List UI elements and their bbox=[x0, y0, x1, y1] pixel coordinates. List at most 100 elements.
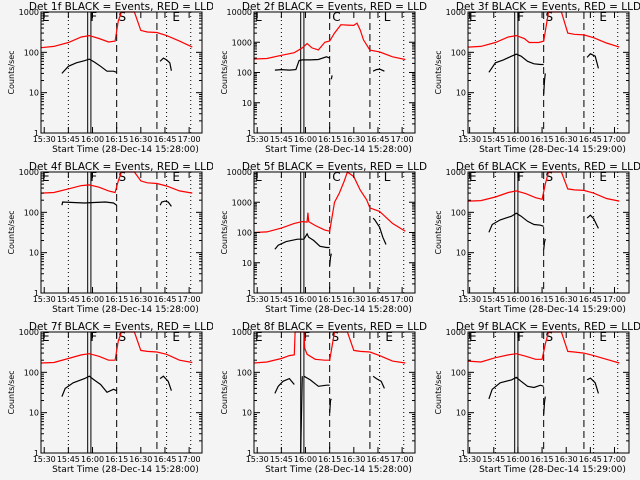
x-tick-label: 15:45 bbox=[57, 295, 80, 304]
x-tick-label: 16:30 bbox=[554, 295, 577, 304]
marker-label: L bbox=[384, 170, 391, 184]
x-tick-label: 17:00 bbox=[391, 455, 414, 464]
y-tick-label: 1000 bbox=[232, 328, 252, 337]
marker-label: S bbox=[332, 330, 340, 344]
y-tick-label: 1 bbox=[461, 289, 466, 298]
series-events bbox=[373, 68, 385, 72]
y-tick-label: 1 bbox=[247, 129, 252, 138]
marker-label: E bbox=[172, 10, 180, 24]
series-events bbox=[488, 53, 544, 73]
y-tick-label: 100 bbox=[237, 69, 252, 78]
series-events bbox=[329, 253, 333, 266]
series-events bbox=[372, 217, 387, 245]
x-axis-label: Start Time (28-Dec-14 15:29:00) bbox=[479, 305, 626, 315]
marker-label: L bbox=[384, 10, 391, 24]
y-tick-label: 1 bbox=[461, 129, 466, 138]
panel-title: Det 1f BLACK = Events, RED = LLD bbox=[29, 1, 213, 13]
series-events bbox=[159, 375, 172, 391]
y-axis-label: Counts/sec bbox=[220, 370, 229, 414]
series-events bbox=[159, 57, 172, 71]
series-events bbox=[373, 375, 386, 389]
marker-label: L bbox=[255, 170, 262, 184]
series-events bbox=[586, 53, 599, 69]
x-tick-label: 15:45 bbox=[57, 455, 80, 464]
marker-label: F bbox=[517, 10, 524, 24]
panel-title: Det 5f BLACK = Events, RED = LLD bbox=[242, 161, 426, 173]
y-axis-label: Counts/sec bbox=[434, 210, 443, 254]
x-tick-label: 15:30 bbox=[33, 295, 56, 304]
y-tick-label: 10 bbox=[455, 89, 465, 98]
y-tick-label: 10 bbox=[29, 249, 39, 258]
marker-label: F bbox=[304, 330, 311, 344]
y-tick-label: 10 bbox=[29, 89, 39, 98]
x-tick-label: 16:00 bbox=[81, 455, 104, 464]
marker-label: F bbox=[517, 170, 524, 184]
y-tick-label: 100 bbox=[24, 208, 39, 217]
x-tick-label: 17:00 bbox=[178, 295, 201, 304]
series-events bbox=[274, 377, 296, 394]
panel-title: Det 8f BLACK = Events, RED = LLD bbox=[242, 321, 426, 333]
plot-frame bbox=[253, 331, 416, 454]
marker-label: E bbox=[469, 170, 477, 184]
panel-title: Det 7f BLACK = Events, RED = LLD bbox=[29, 321, 213, 333]
x-tick-label: 17:00 bbox=[178, 455, 201, 464]
series-events bbox=[331, 75, 334, 80]
y-tick-label: 100 bbox=[237, 368, 252, 377]
y-tick-label: 10000 bbox=[227, 168, 252, 177]
y-tick-label: 1 bbox=[461, 449, 466, 458]
y-tick-label: 100 bbox=[237, 229, 252, 238]
x-axis-label: Start Time (28-Dec-14 15:29:00) bbox=[479, 465, 626, 475]
plot-frame bbox=[467, 171, 630, 294]
series-lld bbox=[254, 331, 406, 364]
panel-title: Det 4f BLACK = Events, RED = LLD bbox=[29, 161, 213, 173]
x-tick-label: 16:15 bbox=[530, 135, 553, 144]
x-tick-label: 16:30 bbox=[129, 295, 152, 304]
panel-title: Det 6f BLACK = Events, RED = LLD bbox=[456, 161, 640, 173]
y-tick-label: 10 bbox=[242, 99, 252, 108]
x-tick-label: 15:45 bbox=[482, 455, 505, 464]
series-lld bbox=[467, 331, 620, 364]
x-axis-label: Start Time (28-Dec-14 15:28:00) bbox=[52, 465, 199, 475]
series-lld bbox=[40, 11, 193, 49]
x-tick-label: 16:45 bbox=[367, 455, 390, 464]
series-events bbox=[275, 56, 331, 71]
marker-label: E bbox=[42, 330, 50, 344]
x-tick-label: 17:00 bbox=[178, 135, 201, 144]
x-tick-label: 16:15 bbox=[318, 295, 341, 304]
marker-label: F bbox=[90, 330, 97, 344]
series-lld bbox=[254, 171, 406, 234]
plot-frame bbox=[40, 331, 203, 454]
x-tick-label: 16:30 bbox=[343, 455, 366, 464]
x-axis-label: Start Time (28-Dec-14 15:28:00) bbox=[265, 145, 412, 155]
x-tick-label: 16:15 bbox=[105, 455, 128, 464]
series-events bbox=[487, 376, 544, 400]
x-tick-label: 15:45 bbox=[270, 455, 293, 464]
marker-label: F bbox=[517, 330, 524, 344]
series-events bbox=[488, 212, 544, 233]
marker-label: S bbox=[118, 330, 126, 344]
series-lld bbox=[467, 171, 620, 202]
x-tick-label: 16:15 bbox=[318, 135, 341, 144]
x-tick-label: 16:45 bbox=[578, 455, 601, 464]
series-events bbox=[300, 376, 304, 454]
x-tick-label: 15:30 bbox=[458, 295, 481, 304]
y-tick-label: 100 bbox=[450, 368, 465, 377]
y-axis-label: Counts/sec bbox=[434, 370, 443, 414]
x-tick-label: 16:45 bbox=[153, 135, 176, 144]
x-tick-label: 16:45 bbox=[578, 135, 601, 144]
x-axis-label: Start Time (28-Dec-14 15:28:00) bbox=[52, 145, 199, 155]
x-tick-label: 15:30 bbox=[458, 135, 481, 144]
x-tick-label: 16:45 bbox=[153, 455, 176, 464]
y-tick-label: 10 bbox=[242, 409, 252, 418]
marker-label: F bbox=[90, 170, 97, 184]
x-tick-label: 17:00 bbox=[603, 135, 626, 144]
marker-label: C bbox=[333, 170, 341, 184]
marker-label: E bbox=[599, 170, 607, 184]
x-tick-label: 15:45 bbox=[482, 135, 505, 144]
y-tick-label: 1000 bbox=[19, 168, 39, 177]
marker-label: C bbox=[333, 10, 341, 24]
x-tick-label: 16:15 bbox=[105, 135, 128, 144]
y-tick-label: 1 bbox=[247, 449, 252, 458]
